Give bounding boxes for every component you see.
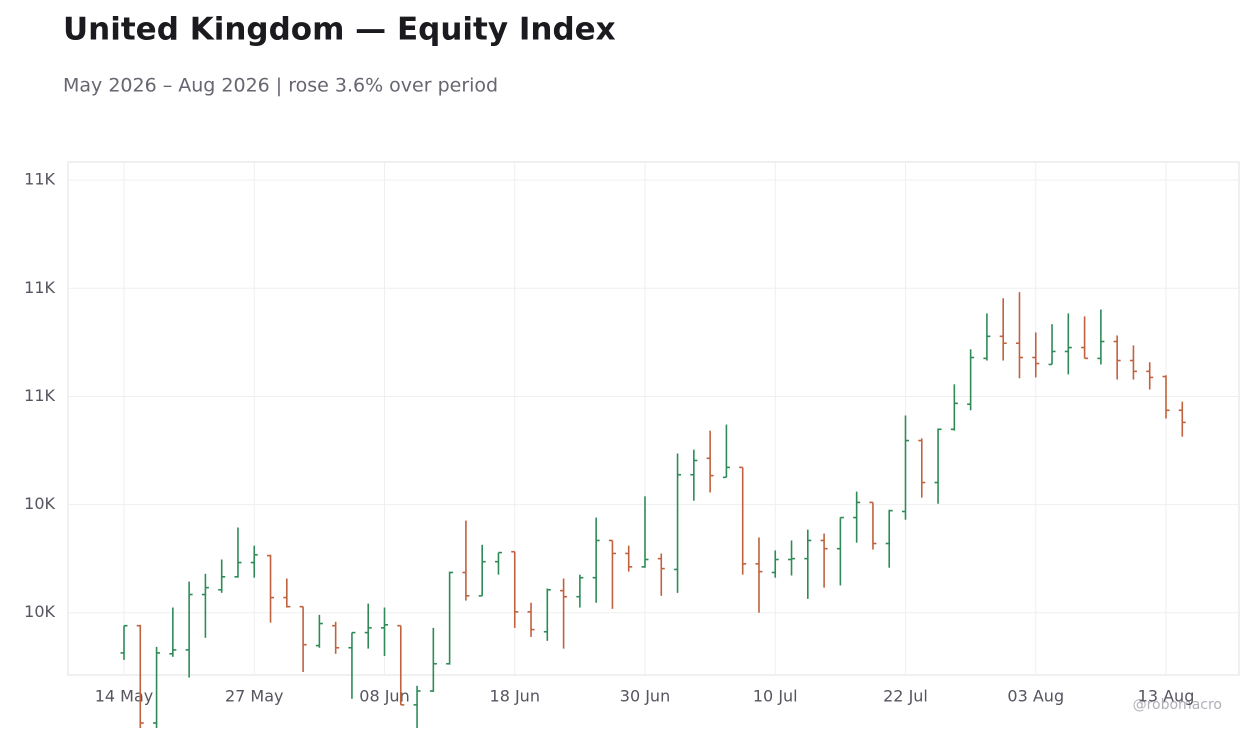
x-tick-label: 27 May [225, 687, 284, 706]
y-tick-label: 10K [24, 494, 55, 513]
x-tick-label: 14 May [95, 687, 154, 706]
x-tick-label: 08 Jun [359, 687, 409, 706]
x-tick-label: 10 Jul [753, 687, 798, 706]
plot-frame [67, 161, 1240, 676]
x-tick-label: 18 Jun [490, 687, 540, 706]
x-tick-label: 30 Jun [620, 687, 670, 706]
y-tick-label: 10K [24, 602, 55, 621]
y-tick-label: 11K [24, 278, 55, 297]
y-tick-label: 11K [24, 170, 55, 189]
x-tick-label: 13 Aug [1138, 687, 1195, 706]
chart-title: United Kingdom — Equity Index [63, 12, 616, 48]
watermark: @robomacro [1133, 697, 1222, 713]
chart-subtitle: May 2026 – Aug 2026 | rose 3.6% over per… [63, 75, 498, 97]
y-tick-label: 11K [24, 386, 55, 405]
x-tick-label: 22 Jul [883, 687, 928, 706]
x-tick-label: 03 Aug [1007, 687, 1064, 706]
